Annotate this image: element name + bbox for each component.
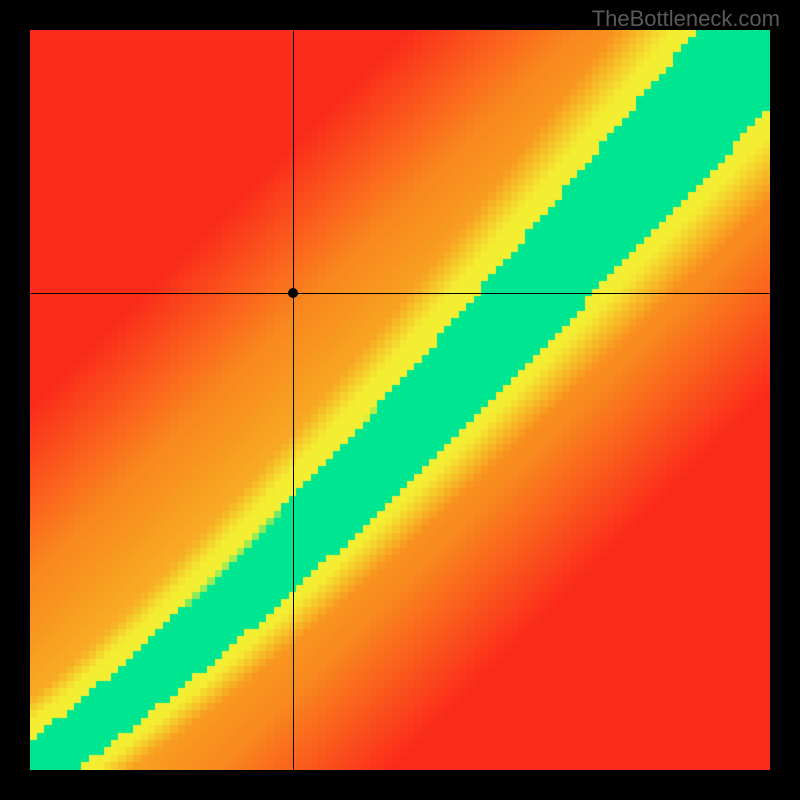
watermark-text: TheBottleneck.com xyxy=(592,6,780,32)
crosshair-vertical xyxy=(293,30,294,770)
heatmap-canvas xyxy=(30,30,770,770)
chart-container: TheBottleneck.com xyxy=(0,0,800,800)
crosshair-horizontal xyxy=(30,293,770,294)
marker-point xyxy=(288,288,298,298)
